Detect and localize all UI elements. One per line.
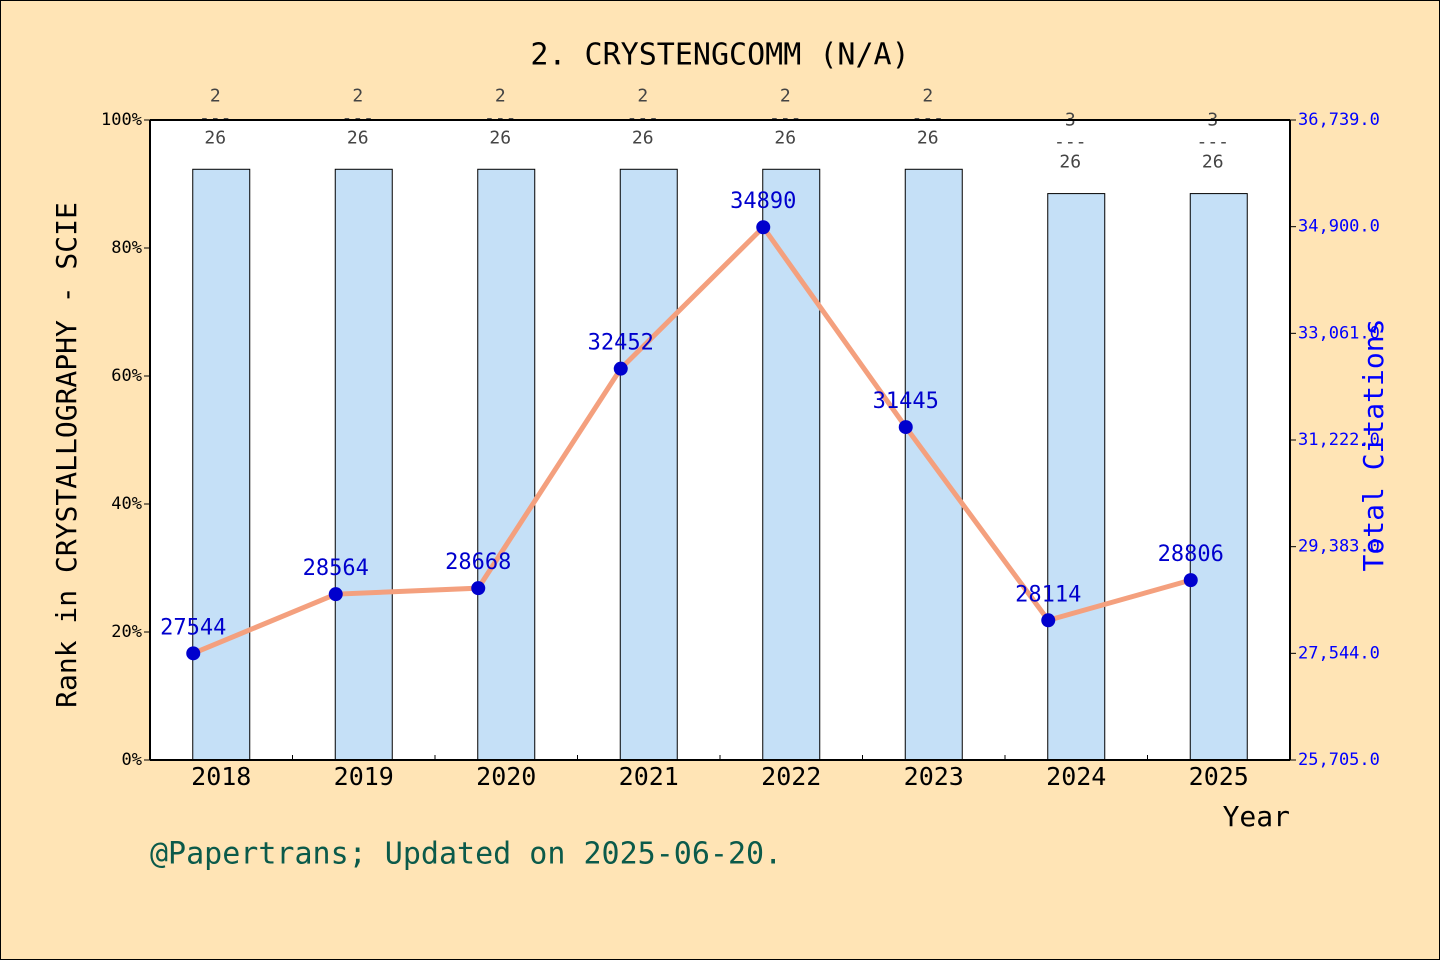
bar: [762, 168, 821, 761]
bar: [477, 168, 536, 761]
rank-label: 2: [780, 85, 791, 106]
y-axis-title: Rank in CRYSTALLOGRAPHY - SCIE: [50, 202, 83, 708]
rank-total: 26: [632, 127, 654, 148]
y2-tick-label: 33,061.0: [1298, 323, 1380, 343]
rank-separator: ---: [484, 107, 517, 128]
x-tick-label: 2025: [1189, 762, 1249, 791]
rank-label: 2: [637, 85, 648, 106]
bar: [192, 168, 251, 761]
rank-total: 26: [1059, 152, 1081, 173]
data-label: 31445: [873, 389, 939, 414]
marker: [613, 361, 628, 376]
rank-label: 2: [495, 85, 506, 106]
bar: [1189, 193, 1248, 761]
bar: [619, 168, 678, 761]
y2-tick-label: 27,544.0: [1298, 643, 1380, 663]
x-tick-label: 2019: [334, 762, 394, 791]
y2-tick-label: 36,739.0: [1298, 110, 1380, 130]
footer: @Papertrans; Updated on 2025-06-20.: [150, 837, 782, 872]
rank-label: 2: [352, 85, 363, 106]
y-tick-label: 60%: [111, 366, 142, 386]
data-label: 27544: [160, 615, 226, 640]
data-label: 28806: [1158, 542, 1224, 567]
data-label: 28114: [1015, 582, 1081, 607]
data-label: 28668: [445, 550, 511, 575]
y-tick-label: 80%: [111, 238, 142, 258]
y-tick-label: 40%: [111, 494, 142, 514]
y2-axis-title: Total Citations: [1357, 319, 1390, 572]
data-label: 32452: [588, 331, 654, 356]
x-tick-label: 2018: [191, 762, 251, 791]
marker: [328, 587, 343, 602]
rank-label: 2: [210, 85, 221, 106]
rank-separator: ---: [769, 107, 802, 128]
chart-title: 2. CRYSTENGCOMM (N/A): [530, 38, 909, 73]
data-label: 34890: [730, 189, 796, 214]
rank-separator: ---: [911, 107, 944, 128]
bar: [334, 168, 393, 761]
x-axis-title: Year: [1223, 800, 1290, 833]
marker: [1041, 613, 1056, 628]
x-tick-label: 2022: [761, 762, 821, 791]
marker: [756, 220, 771, 235]
x-tick-label: 2023: [904, 762, 964, 791]
rank-separator: ---: [1196, 132, 1229, 153]
plot-area: [150, 120, 1290, 760]
marker: [898, 420, 913, 435]
rank-total: 26: [204, 127, 226, 148]
rank-separator: ---: [1054, 132, 1087, 153]
y2-tick-label: 25,705.0: [1298, 750, 1380, 770]
x-tick-label: 2024: [1046, 762, 1106, 791]
marker: [186, 646, 201, 661]
y-tick-label: 0%: [122, 750, 142, 770]
rank-total: 26: [489, 127, 511, 148]
y2-tick-label: 29,383.0: [1298, 537, 1380, 557]
y2-tick-label: 31,222.0: [1298, 430, 1380, 450]
rank-separator: ---: [199, 107, 232, 128]
marker: [1183, 573, 1198, 588]
bar: [1047, 193, 1106, 761]
rank-total: 26: [347, 127, 369, 148]
rank-label: 2: [922, 85, 933, 106]
y-tick-label: 20%: [111, 622, 142, 642]
rank-total: 26: [1202, 152, 1224, 173]
data-label: 28564: [303, 556, 369, 581]
x-tick-label: 2020: [476, 762, 536, 791]
y2-tick-label: 34,900.0: [1298, 217, 1380, 237]
x-tick-label: 2021: [619, 762, 679, 791]
rank-separator: ---: [341, 107, 374, 128]
marker: [471, 581, 486, 596]
y-tick-label: 100%: [101, 110, 142, 130]
rank-total: 26: [774, 127, 796, 148]
rank-separator: ---: [626, 107, 659, 128]
rank-total: 26: [917, 127, 939, 148]
line: [192, 223, 1192, 656]
